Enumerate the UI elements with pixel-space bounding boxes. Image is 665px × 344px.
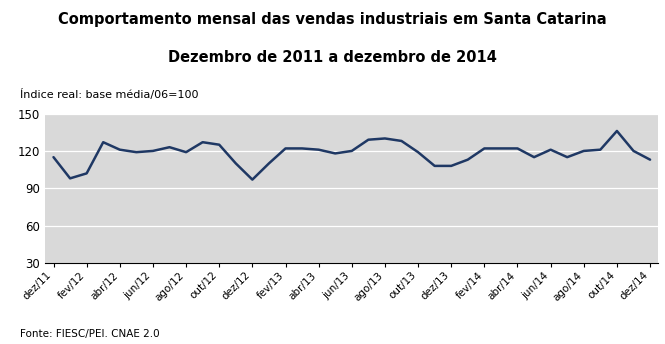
Text: Dezembro de 2011 a dezembro de 2014: Dezembro de 2011 a dezembro de 2014 — [168, 50, 497, 65]
Text: Índice real: base média/06=100: Índice real: base média/06=100 — [20, 89, 198, 100]
Text: Fonte: FIESC/PEI. CNAE 2.0: Fonte: FIESC/PEI. CNAE 2.0 — [20, 329, 160, 339]
Text: Comportamento mensal das vendas industriais em Santa Catarina: Comportamento mensal das vendas industri… — [59, 12, 607, 27]
